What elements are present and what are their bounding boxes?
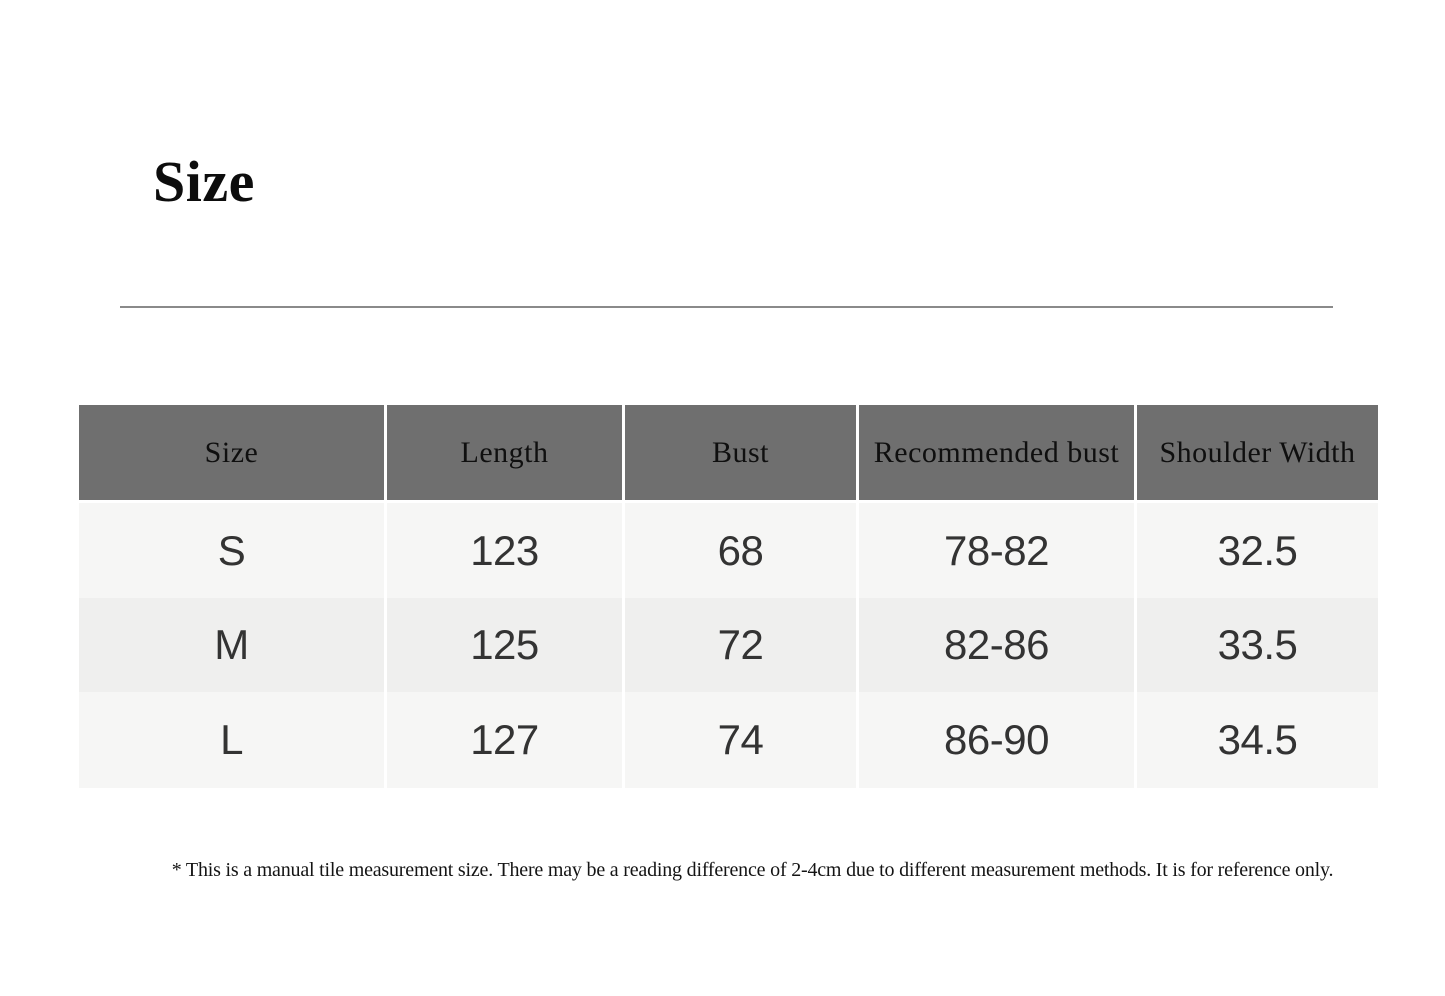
cell-s-bust: 68 [625,503,859,598]
header-cell-shoulder-width: Shoulder Width [1137,405,1378,503]
cell-m-bust: 72 [625,598,859,692]
cell-l-bust: 74 [625,692,859,788]
size-table: Size Length Bust Recommended bust Should… [79,405,1378,788]
cell-s-shoulder-width: 32.5 [1137,503,1378,598]
cell-l-size: L [79,692,387,788]
page-title: Size [153,149,255,214]
cell-m-size: M [79,598,387,692]
cell-m-shoulder-width: 33.5 [1137,598,1378,692]
cell-m-length: 125 [387,598,625,692]
header-cell-size: Size [79,405,387,503]
measurement-footnote: * This is a manual tile measurement size… [171,859,1334,881]
header-cell-length: Length [387,405,625,503]
header-cell-bust: Bust [625,405,859,503]
cell-l-recommended-bust: 86-90 [859,692,1137,788]
cell-s-length: 123 [387,503,625,598]
cell-s-recommended-bust: 78-82 [859,503,1137,598]
cell-l-length: 127 [387,692,625,788]
cell-l-shoulder-width: 34.5 [1137,692,1378,788]
header-cell-recommended-bust: Recommended bust [859,405,1137,503]
cell-m-recommended-bust: 82-86 [859,598,1137,692]
cell-s-size: S [79,503,387,598]
title-divider [120,306,1333,308]
